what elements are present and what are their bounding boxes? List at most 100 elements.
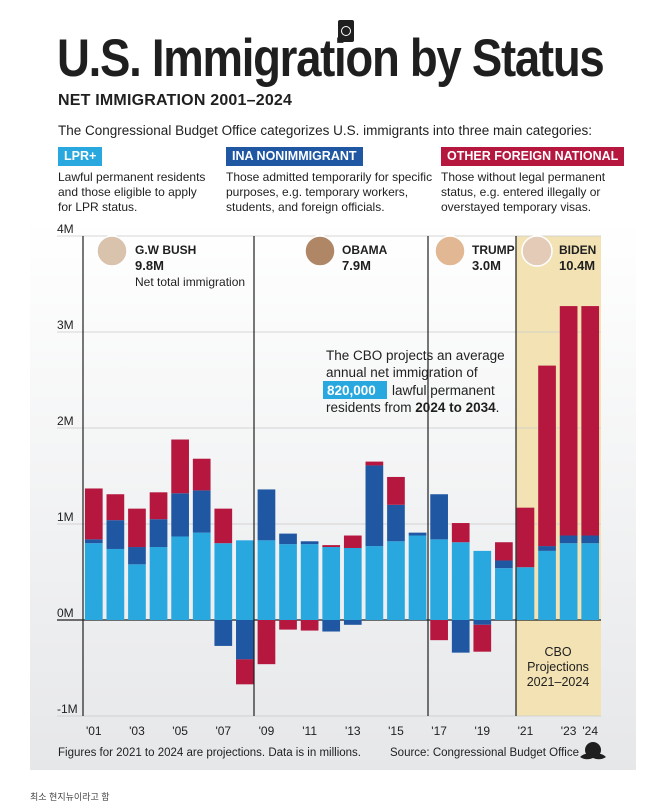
president-biden: BIDEN 10.4M xyxy=(521,235,596,273)
bar-ina-2011 xyxy=(300,541,319,545)
bar-other-2023 xyxy=(559,306,578,536)
bar-other-2011 xyxy=(300,620,319,631)
immigration-chart: -1M 0M 1M 2M 3M 4M '01 '03 '05 '07 '09 '11 '13 '15 '17… xyxy=(57,222,601,738)
x-tick-label: '01 xyxy=(86,724,102,738)
president-name: TRUMP xyxy=(472,243,515,257)
y-tick-label: -1M xyxy=(57,702,78,716)
bar-other-2015 xyxy=(387,476,405,505)
image-caption: 최소 현지뉴이라고 함 xyxy=(30,792,110,802)
bar-ina-2003 xyxy=(128,547,146,565)
x-tick-label: '19 xyxy=(474,724,490,738)
x-tick-label: '11 xyxy=(302,724,317,738)
annotation-line: The CBO projects an average xyxy=(326,348,505,363)
mustache-logo-icon xyxy=(580,742,606,760)
portrait-icon xyxy=(96,235,128,267)
annotation-line: annual net immigration of xyxy=(326,365,478,380)
desc-line: Lawful permanent residents xyxy=(58,170,206,184)
bar-lpr-2003 xyxy=(128,564,146,620)
bar-lpr-2017 xyxy=(430,539,448,620)
bar-other-2006 xyxy=(192,458,211,491)
president-total: 9.8M xyxy=(135,258,164,273)
bar-ina-2012 xyxy=(322,620,341,632)
president-bush: G.W BUSH 9.8M Net total immigration xyxy=(96,235,245,289)
category-badge-lpr: LPR+ xyxy=(58,147,103,166)
bar-lpr-2011 xyxy=(300,544,319,620)
bar-lpr-2006 xyxy=(192,532,211,620)
bar-ina-2022 xyxy=(538,546,556,551)
bar-other-2022 xyxy=(538,365,556,547)
president-trump: TRUMP 3.0M xyxy=(434,235,515,273)
x-tick-label: '07 xyxy=(215,724,231,738)
bar-ina-2020 xyxy=(495,560,513,569)
bar-other-2012 xyxy=(322,545,341,548)
annotation-text: residents from xyxy=(326,400,412,415)
bar-ina-2017 xyxy=(430,494,448,540)
president-total: 7.9M xyxy=(342,258,371,273)
intro-text: The Congressional Budget Office categori… xyxy=(58,123,593,138)
president-name: G.W BUSH xyxy=(135,243,196,257)
portrait-icon xyxy=(521,235,553,267)
bar-other-2010 xyxy=(279,620,297,630)
bar-lpr-2015 xyxy=(387,541,405,620)
bar-lpr-2002 xyxy=(106,548,125,620)
bar-ina-2009 xyxy=(257,489,276,541)
bar-lpr-2018 xyxy=(451,542,470,620)
bar-lpr-2008 xyxy=(236,540,254,620)
bar-ina-2015 xyxy=(387,504,405,542)
axis-labels: -1M 0M 1M 2M 3M 4M '01 '03 '05 '07 '09 '11 '13 '15 '17… xyxy=(57,222,598,738)
bar-ina-2002 xyxy=(106,520,125,549)
x-tick-label: '17 xyxy=(431,724,447,738)
bar-lpr-2023 xyxy=(559,543,578,620)
desc-line: Those admitted temporarily for specific xyxy=(226,170,433,184)
bar-lpr-2020 xyxy=(495,568,513,620)
y-tick-label: 3M xyxy=(57,318,74,332)
category-desc-lpr: Lawful permanent residents and those eli… xyxy=(58,170,205,215)
bar-other-2013 xyxy=(343,535,362,548)
bar-lpr-2016 xyxy=(408,535,427,620)
bar-other-2001 xyxy=(84,488,103,540)
x-tick-label: '21 xyxy=(518,724,534,738)
annotation-highlight-value: 820,000 xyxy=(327,383,376,398)
x-tick-label: '03 xyxy=(129,724,145,738)
bar-ina-2016 xyxy=(408,532,427,536)
bar-lpr-2012 xyxy=(322,547,341,620)
y-tick-label: 0M xyxy=(57,606,74,620)
bar-ina-2019 xyxy=(473,620,492,625)
bar-other-2019 xyxy=(473,624,492,652)
president-note: Net total immigration xyxy=(135,275,245,289)
bar-ina-2001 xyxy=(84,539,103,544)
bar-ina-2013 xyxy=(343,620,362,625)
desc-line: Those without legal permanent xyxy=(441,170,606,184)
bar-lpr-2021 xyxy=(516,567,535,620)
cbo-annotation: The CBO projects an average annual net i… xyxy=(323,348,505,415)
president-total: 10.4M xyxy=(559,258,595,273)
bar-lpr-2005 xyxy=(171,536,189,620)
x-tick-label: '13 xyxy=(345,724,361,738)
annotation-text: . xyxy=(496,400,500,415)
projection-line: 2021–2024 xyxy=(527,675,590,689)
desc-line: and those eligible to apply xyxy=(58,185,197,199)
bar-ina-2023 xyxy=(559,535,578,544)
bar-ina-2007 xyxy=(214,620,233,646)
bar-other-2007 xyxy=(214,508,233,544)
annotation-line: lawful permanent xyxy=(392,383,495,398)
projection-line: Projections xyxy=(527,660,589,674)
bar-other-2021 xyxy=(516,507,535,568)
bar-ina-2024 xyxy=(581,535,600,544)
bar-other-2008 xyxy=(236,659,254,685)
president-name: OBAMA xyxy=(342,243,388,257)
bar-lpr-2004 xyxy=(149,547,168,620)
president-name: BIDEN xyxy=(559,243,596,257)
category-badge-other: OTHER FOREIGN NATIONAL xyxy=(441,147,625,166)
subtitle: NET IMMIGRATION 2001–2024 xyxy=(58,92,293,109)
president-obama: OBAMA 7.9M xyxy=(304,235,388,273)
bar-other-2005 xyxy=(171,439,189,494)
bar-other-2009 xyxy=(257,620,276,665)
portrait-icon xyxy=(304,235,336,267)
passport-icon xyxy=(338,20,354,42)
bar-lpr-2014 xyxy=(365,546,384,620)
bar-ina-2005 xyxy=(171,493,189,537)
annotation-highlight xyxy=(323,381,387,399)
footnote: Figures for 2021 to 2024 are projections… xyxy=(58,747,361,759)
bar-ina-2018 xyxy=(451,620,470,653)
